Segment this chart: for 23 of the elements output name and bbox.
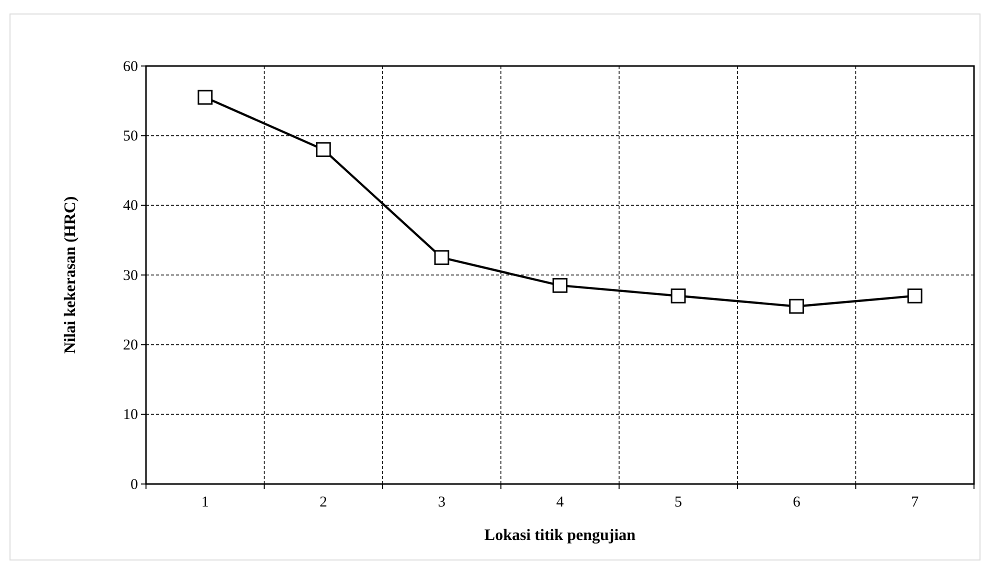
point [316, 142, 331, 158]
x-tick-label: 1 [201, 494, 209, 511]
x-tick-label: 5 [674, 494, 682, 511]
y-tick-label: 0 [130, 476, 138, 493]
y-tick-label: 30 [123, 268, 138, 284]
y-tick-label: 10 [123, 407, 138, 424]
x-tick-label: 3 [438, 494, 446, 511]
x-tick-label: 6 [792, 494, 801, 511]
y-tick-label: 40 [123, 198, 138, 214]
point [789, 298, 804, 314]
point [552, 278, 568, 293]
x-tick-label: 2 [320, 494, 328, 511]
y-tick-label: 20 [123, 337, 138, 354]
y-tick-label: 60 [123, 58, 138, 75]
x-tick-label: 4 [556, 494, 564, 511]
point [907, 288, 922, 304]
x-tick-label: 7 [911, 494, 920, 511]
point [198, 90, 213, 105]
point [670, 288, 686, 304]
y-tick-label: 50 [123, 128, 138, 144]
x-axis-title: Lokasi titik pengujian [484, 527, 636, 544]
y-axis-title: Nilai kekerasan (HRC) [62, 196, 79, 354]
point [434, 250, 450, 266]
